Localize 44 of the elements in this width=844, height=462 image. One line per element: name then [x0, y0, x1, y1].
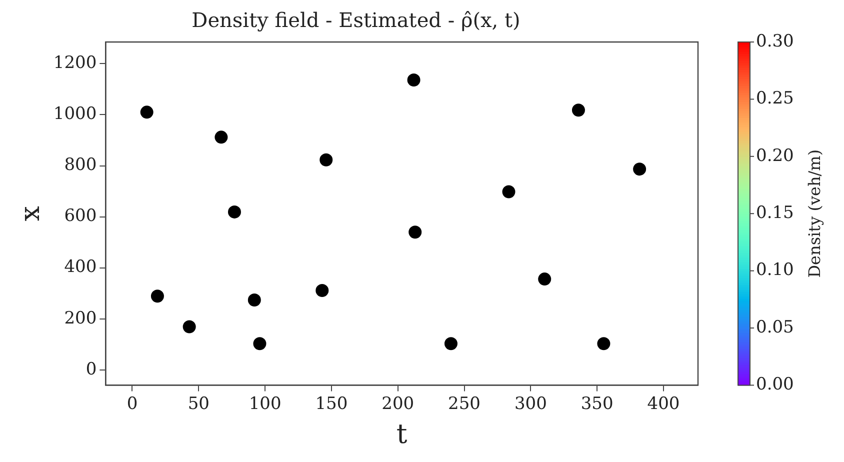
- point: [572, 104, 585, 117]
- x-tick-label: 250: [448, 394, 480, 414]
- x-tick-label: 300: [514, 394, 547, 414]
- point: [150, 290, 164, 303]
- point: [408, 226, 422, 239]
- y-tick-label: 800: [64, 155, 97, 176]
- x-tick-label: 100: [248, 394, 282, 414]
- color-bar-label: 0.20: [756, 146, 794, 166]
- x-tick-label: 350: [580, 394, 614, 414]
- y-tick-label: 0: [86, 359, 97, 380]
- y-axis-title: x: [15, 206, 46, 222]
- point: [444, 337, 458, 350]
- point: [633, 162, 646, 176]
- color-bar-title: Density (veh/m): [805, 149, 824, 278]
- point: [597, 337, 610, 350]
- x-tick-label: 400: [647, 394, 680, 414]
- chart-title: Density field - Estimated - ρ̂(x, t): [192, 8, 520, 32]
- color-bar-label: 0.00: [756, 374, 794, 395]
- point: [214, 130, 228, 144]
- point: [320, 153, 333, 166]
- x-tick-label: 150: [315, 394, 348, 414]
- point: [538, 272, 552, 286]
- x-tick-label: 0: [126, 394, 138, 414]
- point: [248, 293, 261, 306]
- point: [407, 74, 420, 87]
- color-bar-label: 0.25: [756, 88, 794, 109]
- y-tick-label: 200: [64, 308, 97, 328]
- y-tick-label: 1000: [53, 104, 97, 124]
- point: [502, 185, 516, 198]
- color-bar-label: 0.30: [756, 31, 794, 52]
- y-tick-label: 600: [64, 206, 97, 226]
- x-tick-label: 50: [188, 394, 210, 414]
- point: [182, 320, 196, 334]
- y-tick-label: 400: [64, 257, 97, 278]
- y-tick-label: 1200: [53, 53, 97, 74]
- color-bar-label: 0.15: [756, 203, 794, 224]
- point: [316, 284, 329, 298]
- color-bar-label: 0.05: [756, 317, 794, 338]
- point: [228, 205, 241, 218]
- point: [140, 106, 154, 119]
- x-tick-label: 200: [382, 394, 414, 414]
- x-axis-title: t: [396, 418, 408, 450]
- color-bar-label: 0.10: [756, 260, 794, 280]
- point: [253, 337, 266, 350]
